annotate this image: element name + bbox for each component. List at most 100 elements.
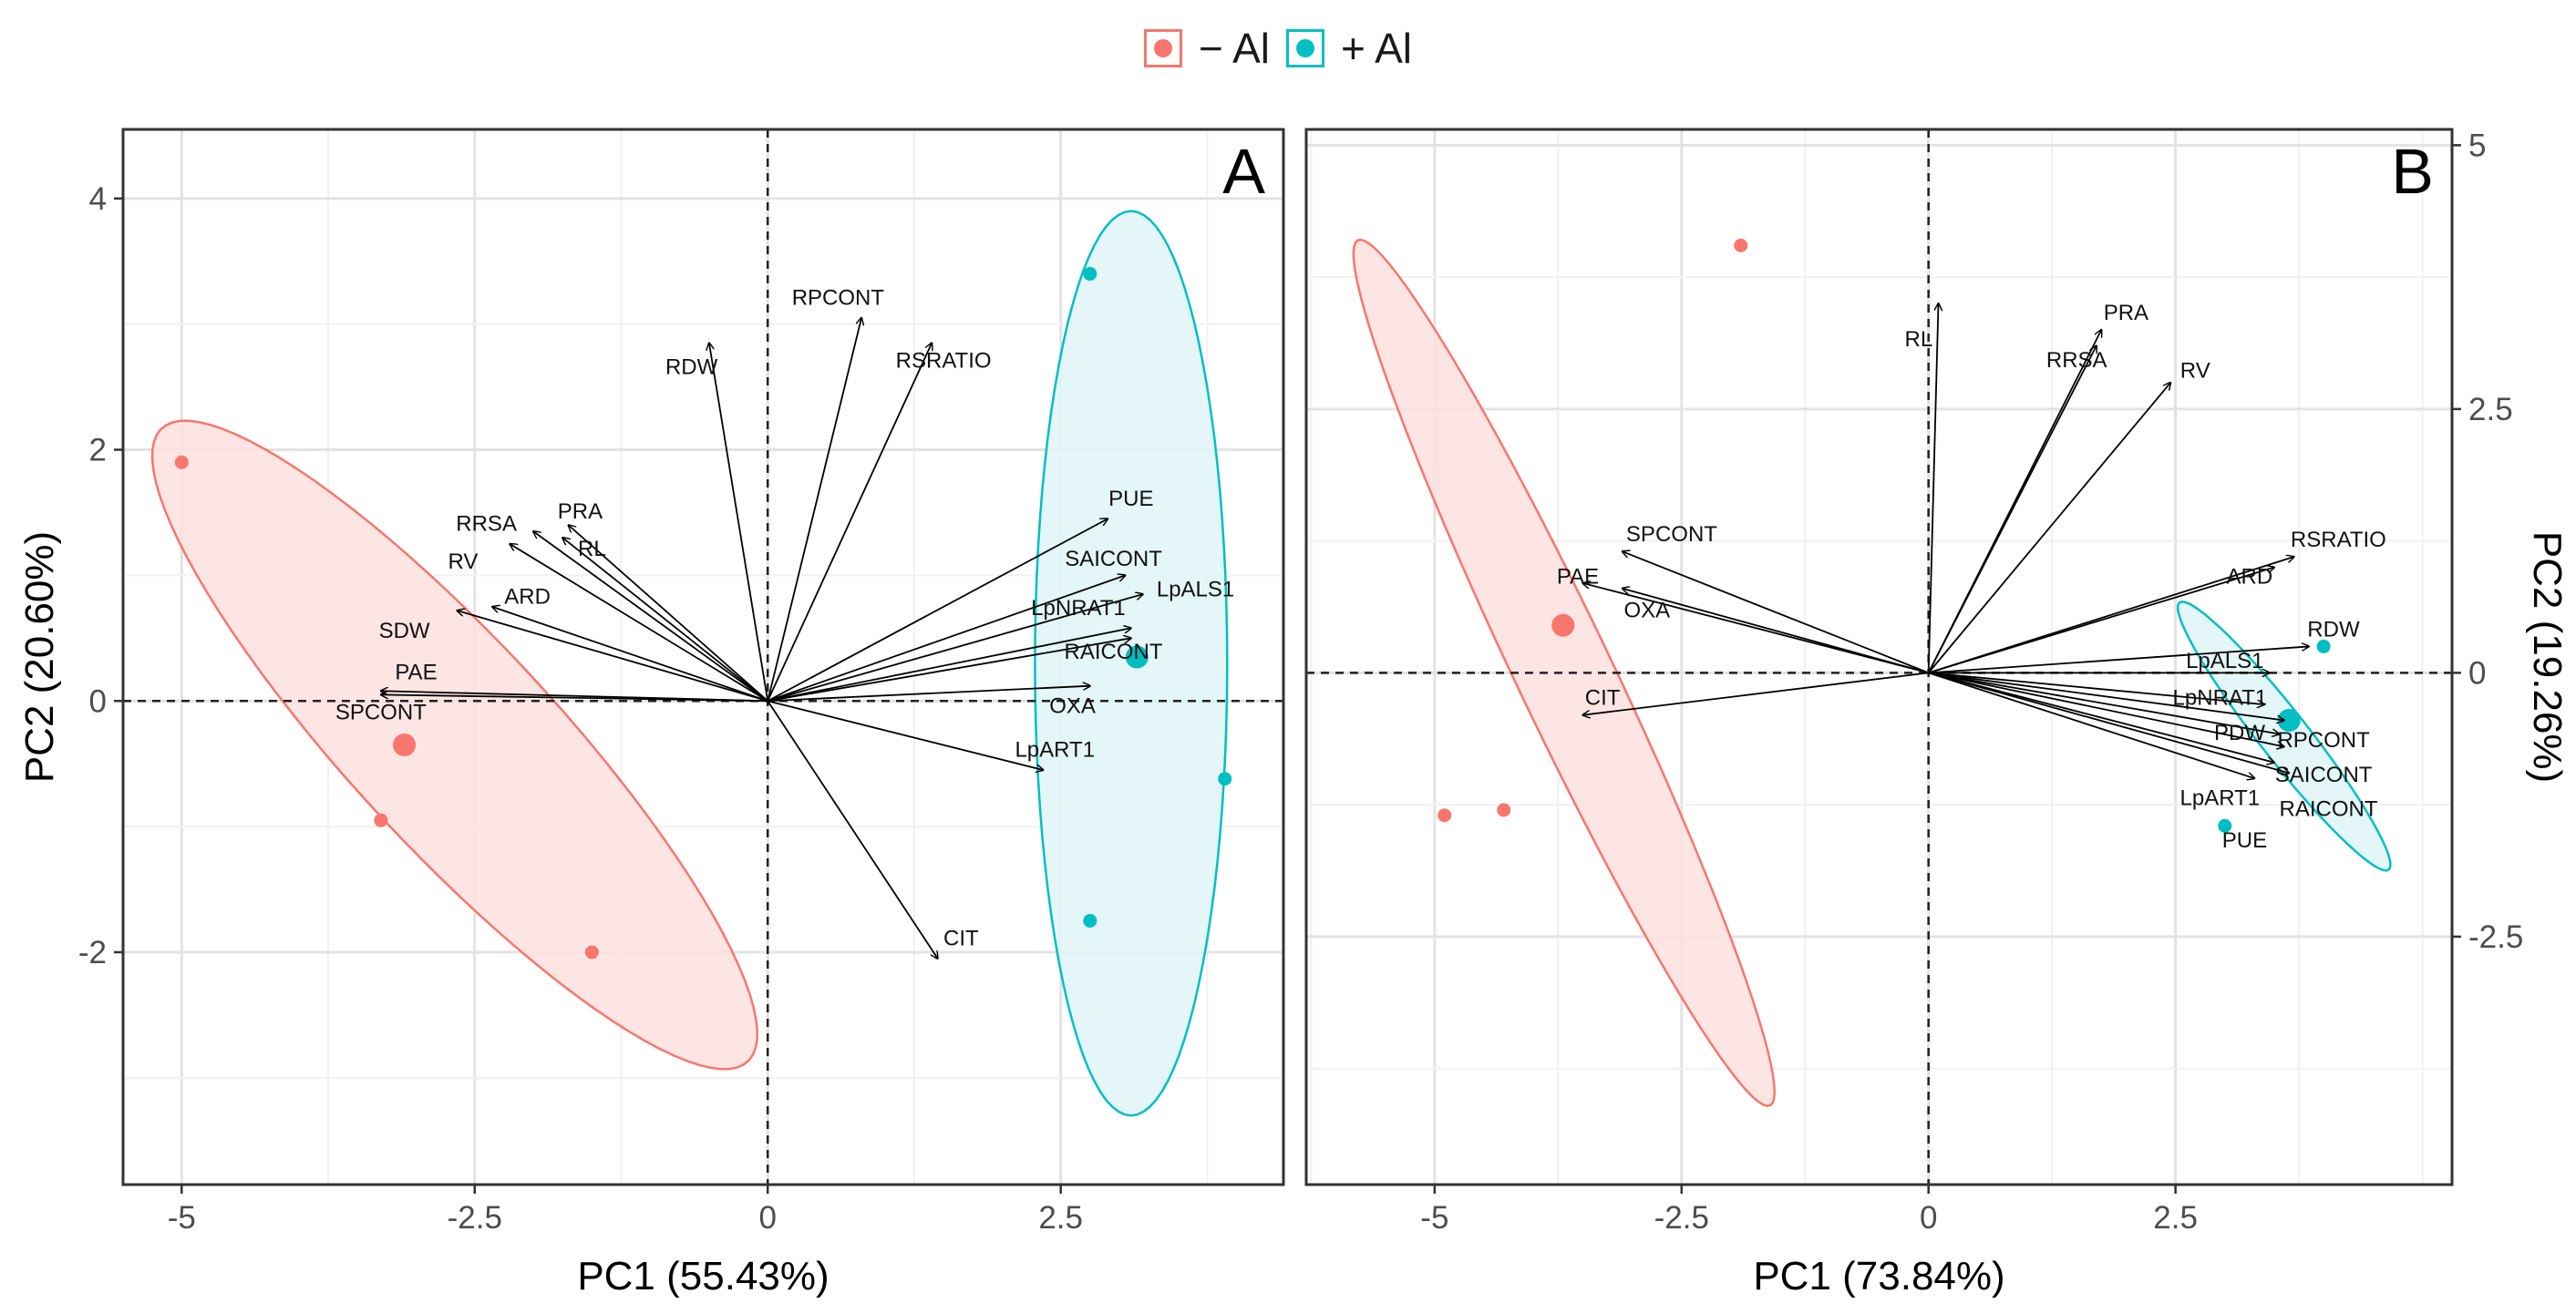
panel-b-panel-label: B	[2391, 136, 2434, 207]
panel-b-vector-rdw	[1928, 646, 2309, 674]
panel-a-vector-spcont	[381, 694, 768, 703]
panel-b-vector-label-pue: PUE	[2222, 828, 2267, 853]
panel-a-vector-label-rv: RV	[448, 549, 478, 574]
panel-b-vector-label-saicont: SAICONT	[2275, 763, 2373, 787]
panel-a-vector-label-lpnrat1: LpNRAT1	[1031, 596, 1126, 621]
panel-b-vector-rrsa	[1927, 345, 2097, 673]
panel-a-vector-label-pue: PUE	[1108, 487, 1153, 511]
panel-b-vector-label-lpnrat1: LpNRAT1	[2173, 686, 2268, 711]
panel-a-vector-rdw	[709, 343, 769, 702]
panel-b-point-minus-al	[1734, 238, 1748, 252]
panel-a-vector-saicont	[767, 575, 1125, 703]
panel-b-vector-lpnrat1	[1928, 672, 2264, 704]
panel-b-vector-label-cit: CIT	[1585, 686, 1621, 711]
panel-b-y-tick-label: 2.5	[2468, 392, 2513, 427]
panel-b-vector-label-lpart1: LpART1	[2180, 786, 2261, 811]
panel-b-point-minus-al	[1497, 803, 1511, 817]
panel-a-y-tick-label: 0	[89, 683, 107, 719]
panel-a-point-plus-al	[1218, 772, 1232, 786]
panel-a-vector-lpnrat1	[768, 628, 1131, 703]
panel-a-centroid-plus-al	[1125, 645, 1149, 669]
panel-a-vector-label-lpals1: LpALS1	[1157, 577, 1234, 601]
panel-a-vector-rrsa	[533, 531, 768, 702]
panel-a-vector-rv	[510, 544, 768, 703]
panel-a-vector-label-saicont: SAICONT	[1065, 547, 1162, 571]
panel-b-vector-label-rl: RL	[1905, 327, 1933, 352]
panel-b-vector-label-pae: PAE	[1557, 564, 1599, 589]
panel-a-vector-lpart1	[768, 700, 1043, 770]
panel-a-vector-label-rsratio: RSRATIO	[896, 348, 992, 373]
panel-a-vector-pra	[569, 525, 768, 702]
panel-a-vector-label-ard: ARD	[504, 585, 551, 610]
panel-b-x-tick-label: 0	[1920, 1200, 1937, 1236]
panel-b-vector-label-rdw: RDW	[2307, 617, 2360, 642]
panel-b-confidence-ellipse-plus-al	[2176, 601, 2392, 872]
panel-b-vector-label-spcont: SPCONT	[1626, 522, 1717, 547]
panel-b-y-tick-label: -2.5	[2468, 919, 2523, 955]
panel-a-y-tick-label: 4	[89, 181, 107, 217]
panel-b-centroid-minus-al	[1551, 613, 1575, 637]
panel-a-vector-label-rl: RL	[578, 537, 606, 561]
panel-b-x-tick-label: -2.5	[1654, 1200, 1709, 1236]
panel-b-vector-pdw	[1928, 672, 2280, 734]
panel-a-plot-border	[121, 128, 1285, 1186]
legend-item-minus-al: − Al	[1144, 24, 1270, 73]
panel-a-x-tick-label: -2.5	[448, 1200, 502, 1236]
panel-b-confidence-ellipse-minus-al	[1352, 238, 1777, 1107]
legend-label-minus-al: − Al	[1199, 25, 1271, 72]
panel-b-point-plus-al	[2316, 639, 2331, 653]
panel-b-vector-lpart1	[1928, 672, 2274, 762]
panel-b-point-minus-al	[1437, 808, 1452, 823]
panel-a-vector-label-spcont: SPCONT	[335, 700, 427, 724]
panel-a-point-minus-al	[174, 455, 189, 469]
legend-key-minus-al	[1144, 29, 1182, 67]
panel-a-y-axis-title: PC2 (20.60%)	[17, 531, 62, 783]
panel-a-point-plus-al	[1083, 914, 1097, 928]
panel-a-vector-rl	[562, 538, 768, 702]
panel-a-vector-sdw	[457, 611, 768, 703]
panel-a-point-plus-al	[1083, 267, 1097, 282]
panel-b: RL PRA RRSA RV SPCONT PAE OXA CIT RSRATIO ARD RDW L…	[1304, 128, 2570, 1299]
panel-a-x-axis-title: PC1 (55.43%)	[577, 1254, 829, 1299]
panel-b-vector-label-oxa: OXA	[1624, 599, 1671, 623]
panel-a-vector-raicont	[768, 638, 1131, 703]
panel-a-point-minus-al	[374, 813, 388, 827]
legend-item-plus-al: + Al	[1286, 24, 1412, 73]
panel-a-x-tick-label: 2.5	[1038, 1200, 1083, 1236]
legend-label-plus-al: + Al	[1341, 25, 1413, 72]
panel-a-vector-label-rrsa: RRSA	[456, 512, 517, 537]
panel-a-vector-rsratio	[767, 343, 932, 702]
panel-b-y-tick-label: 5	[2468, 128, 2486, 163]
panel-a-vector-label-pae: PAE	[395, 660, 437, 684]
panel-b-grid	[1306, 129, 2452, 1185]
panel-a-vector-cit	[767, 700, 937, 959]
panel-a-centroid-minus-al	[393, 734, 417, 756]
legend-key-plus-al	[1286, 29, 1325, 67]
panel-b-vector-spcont	[1623, 551, 1930, 674]
panel-b-plot-border	[1304, 128, 2454, 1186]
panel-b-vector-label-raicont: RAICONT	[2280, 796, 2378, 821]
panel-b-vector-rl	[1927, 303, 1939, 673]
panel-b-vector-cit	[1582, 672, 1929, 714]
panel-a-confidence-ellipse-minus-al	[150, 419, 758, 1071]
panel-b-vector-ard	[1928, 568, 2274, 674]
panel-b-y-axis-title: PC2 (19.26%)	[2525, 531, 2570, 783]
panel-a-y-tick-label: 2	[89, 433, 107, 468]
legend: − Al + Al	[1144, 16, 1412, 80]
panel-b-x-axis-title: PC1 (73.84%)	[1753, 1254, 2004, 1299]
panel-b-vector-pae	[1582, 583, 1929, 674]
panel-b-vector-label-lpals1: LpALS1	[2186, 649, 2263, 673]
panel-a-y-tick-label: -2	[78, 935, 107, 970]
panel-b-vector-rpcont	[1928, 672, 2284, 720]
panel-b-vector-label-rpcont: RPCONT	[2277, 728, 2370, 753]
panel-b-vector-label-pra: PRA	[2104, 301, 2148, 325]
panel-b-centroid-plus-al	[2277, 708, 2301, 732]
panel-a-vector-oxa	[768, 686, 1090, 703]
panel-b-vector-saicont	[1928, 672, 2284, 746]
panel-a-vector-label-cit: CIT	[943, 927, 979, 951]
panel-a-point-minus-al	[584, 945, 599, 960]
panel-b-vector-raicont	[1928, 672, 2290, 773]
panel-a-x-tick-label: 0	[758, 1200, 776, 1236]
panel-a-vector-lpals1	[767, 594, 1142, 703]
